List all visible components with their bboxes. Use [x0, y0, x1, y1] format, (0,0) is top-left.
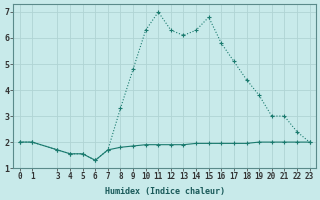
X-axis label: Humidex (Indice chaleur): Humidex (Indice chaleur): [105, 187, 225, 196]
